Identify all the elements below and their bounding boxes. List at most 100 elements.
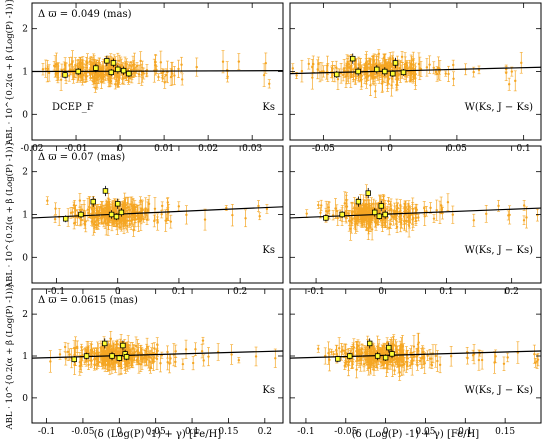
highlight-point — [118, 209, 125, 216]
data-point — [100, 71, 104, 74]
data-point — [114, 82, 117, 86]
data-point — [244, 217, 247, 220]
data-point — [155, 357, 159, 361]
highlight-point — [113, 213, 120, 220]
data-point — [99, 216, 103, 220]
highlight-point — [378, 203, 384, 209]
y-tick-label: 0 — [22, 253, 28, 263]
data-point — [135, 64, 139, 68]
data-point — [169, 220, 172, 223]
delta-parallax-annotation: Δ ϖ = 0.07 (mas) — [38, 152, 125, 163]
data-point — [399, 204, 402, 207]
data-point — [95, 212, 98, 215]
data-point — [153, 219, 156, 223]
x-tick-label: 0.1 — [439, 287, 453, 297]
data-point — [110, 218, 114, 221]
data-point — [160, 213, 163, 216]
data-point — [170, 68, 173, 71]
data-point — [434, 70, 438, 74]
data-point — [373, 75, 377, 79]
highlight-point — [115, 201, 121, 207]
data-point — [398, 67, 402, 71]
data-point — [258, 215, 261, 218]
data-point — [507, 83, 511, 86]
x-tick-label: -0.1 — [307, 287, 324, 297]
data-point — [504, 71, 508, 75]
data-point — [390, 84, 393, 87]
data-point — [311, 76, 314, 79]
data-point — [180, 63, 183, 66]
data-point — [80, 218, 83, 222]
highlight-point — [108, 69, 114, 76]
data-point — [79, 66, 83, 70]
data-point — [55, 63, 58, 66]
y-axis-label: ABL · 10^{0.2(α + β (Log(P) -1))} — [4, 141, 15, 289]
data-point — [497, 204, 500, 208]
data-point — [154, 60, 157, 64]
data-point — [87, 363, 90, 366]
data-point — [146, 209, 149, 213]
data-point — [140, 358, 144, 361]
data-point — [80, 208, 84, 211]
data-point — [131, 209, 135, 212]
data-point — [522, 219, 526, 222]
data-point — [405, 219, 408, 223]
data-point — [93, 203, 96, 207]
data-point — [377, 52, 381, 56]
x-tick-label: 0.1 — [516, 144, 530, 154]
data-point — [174, 350, 177, 353]
data-point — [139, 199, 142, 202]
data-point — [403, 219, 406, 223]
data-point — [142, 217, 145, 221]
data-point — [84, 72, 87, 75]
data-point — [94, 76, 98, 80]
data-point — [411, 72, 415, 75]
data-point — [336, 77, 340, 81]
data-point — [380, 82, 384, 85]
data-point — [452, 77, 455, 80]
data-point — [262, 73, 266, 77]
highlight-point — [102, 188, 109, 194]
data-point — [136, 355, 139, 358]
data-point — [133, 355, 136, 358]
data-point — [137, 73, 141, 76]
data-point — [343, 69, 346, 73]
data-point — [122, 219, 126, 223]
data-point — [446, 201, 450, 204]
data-point — [202, 359, 205, 362]
data-point — [423, 206, 426, 210]
data-point — [522, 204, 526, 207]
data-point — [177, 205, 180, 208]
data-point — [105, 73, 109, 76]
data-point — [185, 213, 188, 217]
data-point — [440, 207, 444, 211]
data-point — [82, 209, 86, 212]
data-point — [139, 59, 142, 63]
data-point — [113, 206, 116, 210]
x-tick-label: 0.01 — [154, 144, 174, 154]
data-point — [140, 73, 143, 77]
x-tick-label: 0.02 — [198, 144, 218, 154]
data-point — [100, 76, 103, 80]
data-point — [108, 363, 112, 367]
data-point — [363, 211, 367, 214]
data-point — [46, 199, 49, 202]
data-point — [159, 361, 162, 365]
data-point — [126, 201, 129, 205]
data-point — [64, 357, 67, 360]
plot-area — [290, 49, 541, 98]
data-point — [384, 206, 387, 210]
data-point — [390, 215, 394, 218]
data-point — [257, 204, 260, 208]
data-point — [411, 216, 415, 220]
x-tick-label: -0.1 — [48, 287, 65, 297]
data-point — [485, 212, 488, 216]
highlight-point — [372, 209, 378, 216]
data-point — [201, 339, 205, 342]
data-point — [107, 200, 110, 204]
data-point — [97, 72, 100, 75]
data-point — [221, 60, 225, 63]
data-point — [520, 61, 523, 65]
data-point — [365, 76, 368, 79]
data-point — [184, 348, 188, 351]
